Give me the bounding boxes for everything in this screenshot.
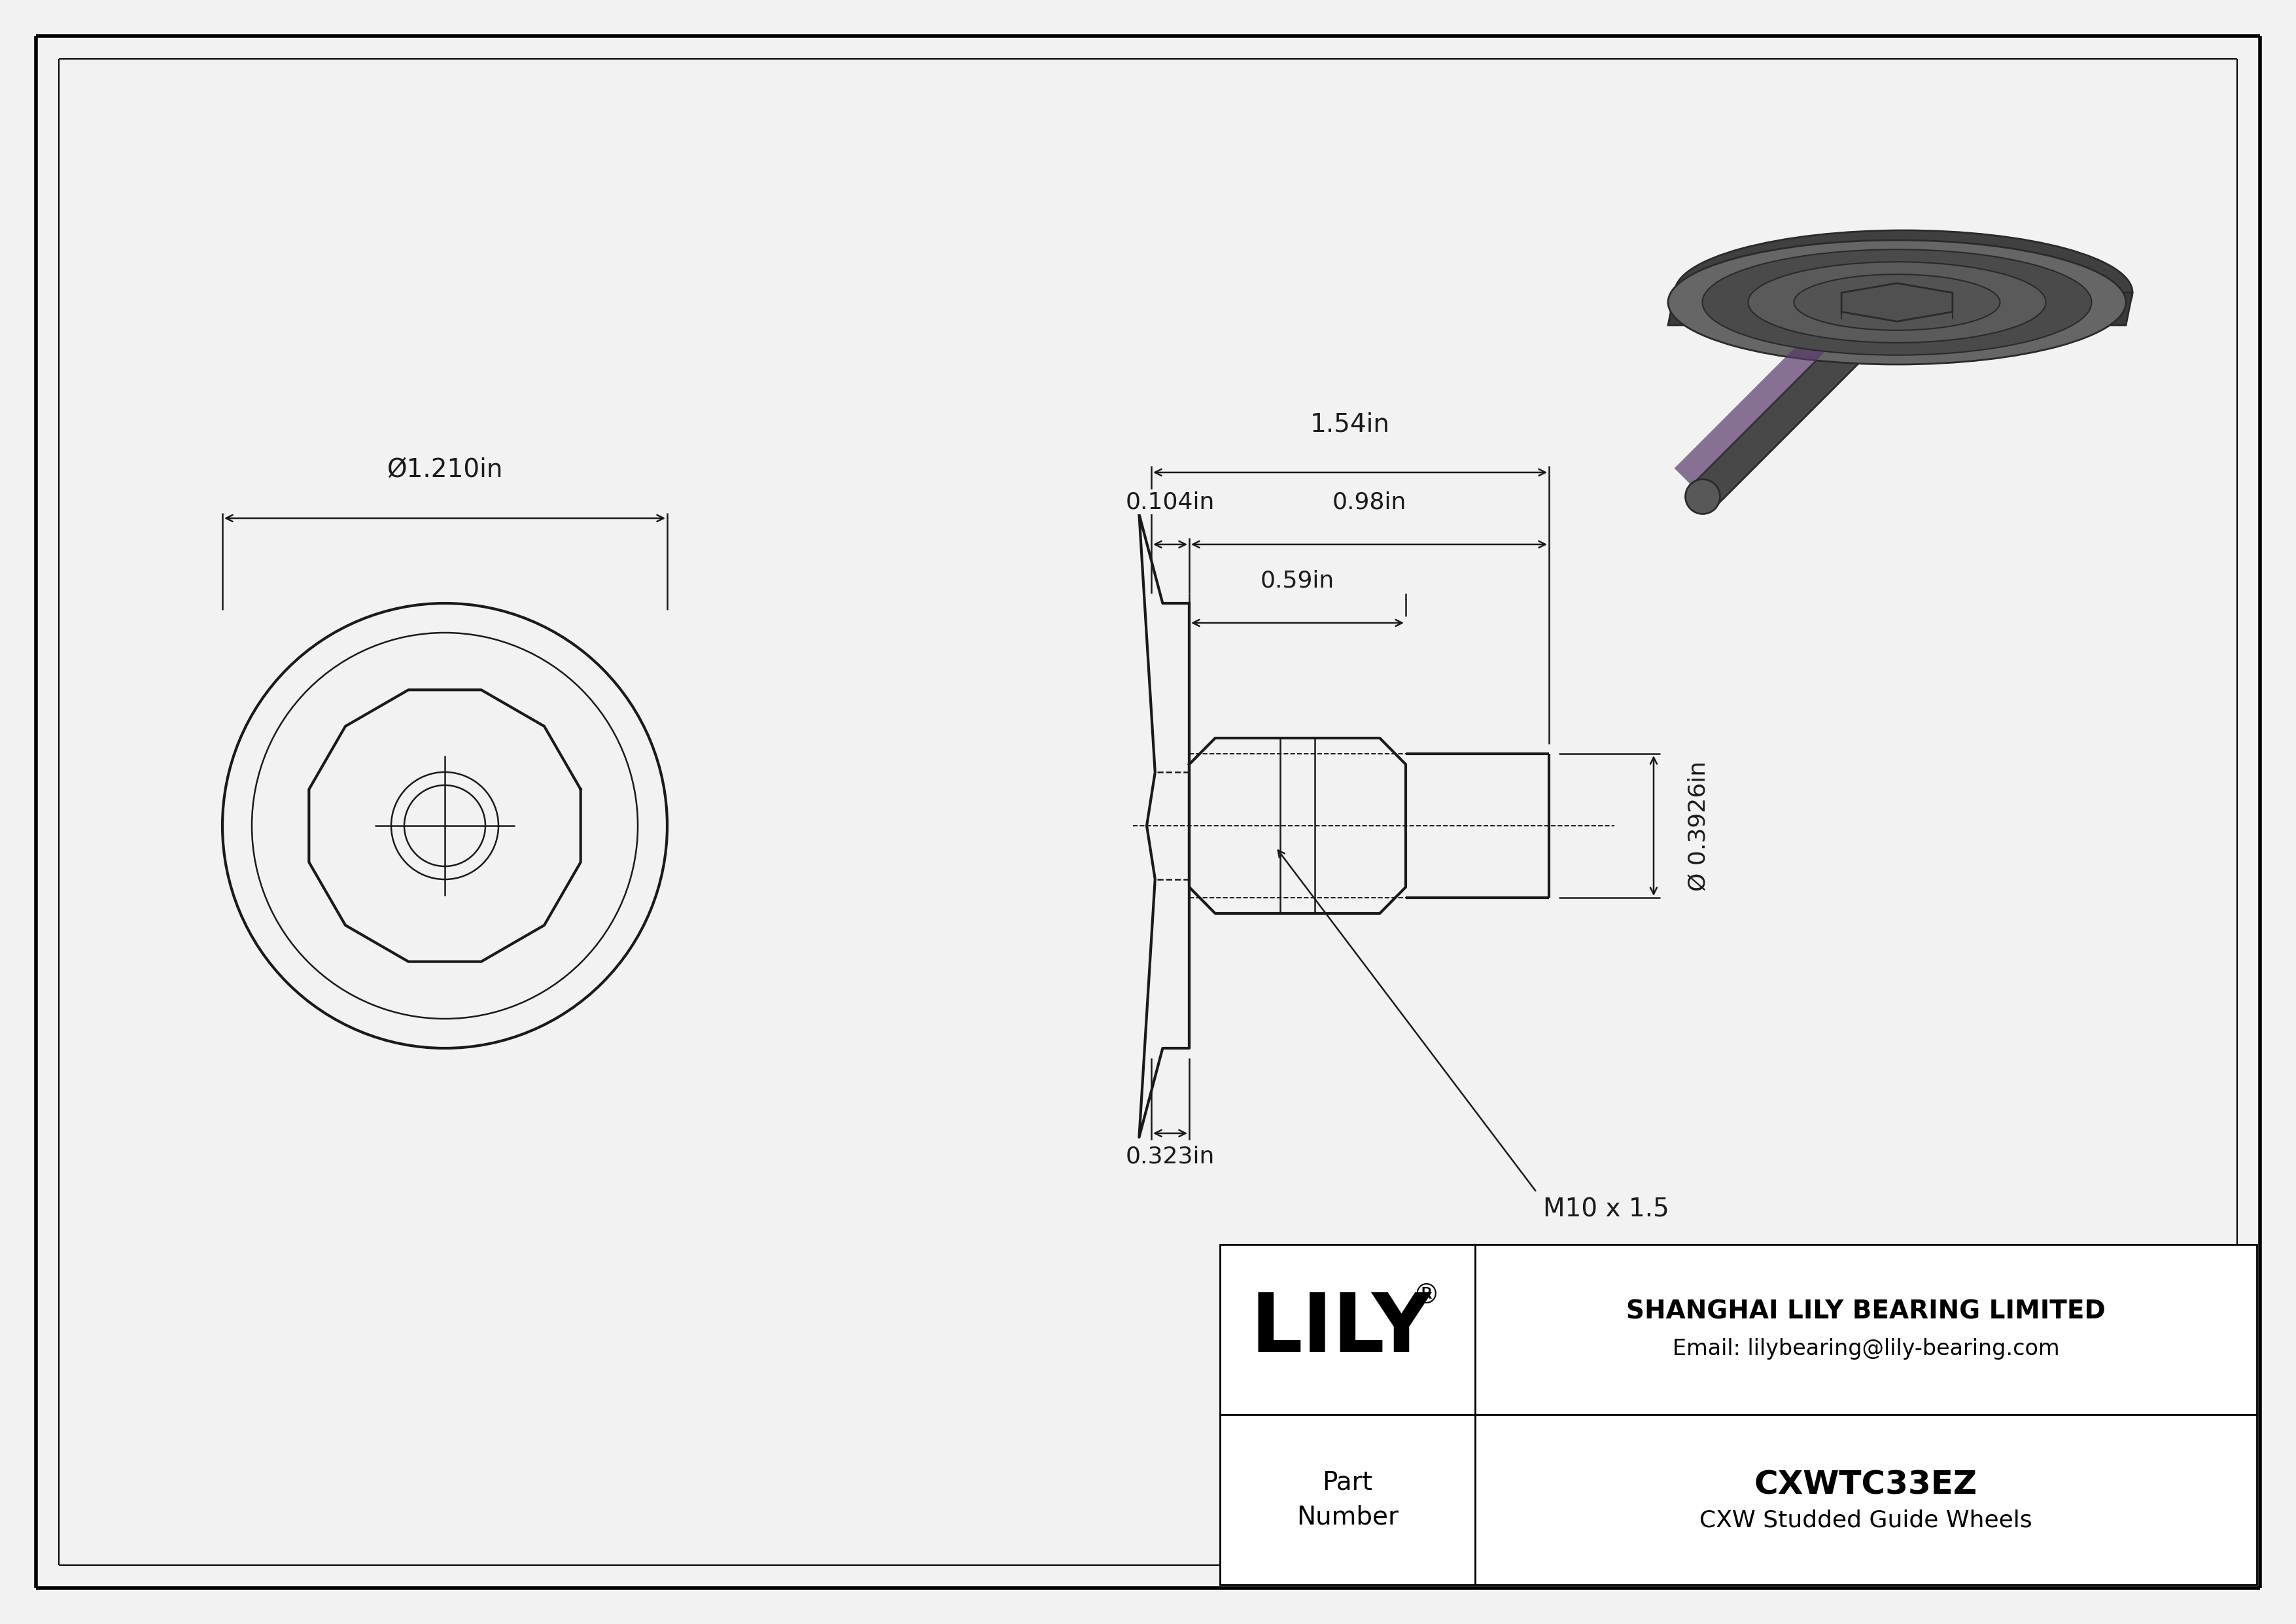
- Ellipse shape: [1793, 274, 2000, 330]
- Ellipse shape: [1701, 250, 2092, 356]
- Ellipse shape: [1747, 261, 2046, 343]
- Text: Part
Number: Part Number: [1297, 1470, 1398, 1530]
- Polygon shape: [1667, 292, 2133, 325]
- Text: SHANGHAI LILY BEARING LIMITED: SHANGHAI LILY BEARING LIMITED: [1626, 1299, 2105, 1324]
- Ellipse shape: [1674, 231, 2133, 354]
- Text: 1.54in: 1.54in: [1311, 411, 1389, 437]
- Text: M10 x 1.5: M10 x 1.5: [1543, 1197, 1669, 1223]
- Bar: [1219, 1244, 2257, 1585]
- Text: 0.323in: 0.323in: [1125, 1145, 1215, 1168]
- Polygon shape: [1674, 287, 1871, 486]
- Text: LILY: LILY: [1251, 1289, 1430, 1369]
- Text: Ø1.210in: Ø1.210in: [386, 458, 503, 482]
- Polygon shape: [1692, 305, 1894, 508]
- Text: CXWTC33EZ: CXWTC33EZ: [1754, 1470, 1977, 1501]
- Text: Ø 0.3926in: Ø 0.3926in: [1688, 760, 1711, 892]
- Text: 0.98in: 0.98in: [1332, 490, 1405, 513]
- Polygon shape: [1841, 283, 1952, 322]
- Text: 0.59in: 0.59in: [1261, 570, 1334, 591]
- Text: CXW Studded Guide Wheels: CXW Studded Guide Wheels: [1699, 1509, 2032, 1531]
- Ellipse shape: [1667, 240, 2126, 364]
- Text: 0.104in: 0.104in: [1125, 490, 1215, 513]
- Text: ®: ®: [1412, 1281, 1440, 1309]
- Text: Email: lilybearing@lily-bearing.com: Email: lilybearing@lily-bearing.com: [1671, 1338, 2060, 1359]
- Circle shape: [1685, 479, 1720, 513]
